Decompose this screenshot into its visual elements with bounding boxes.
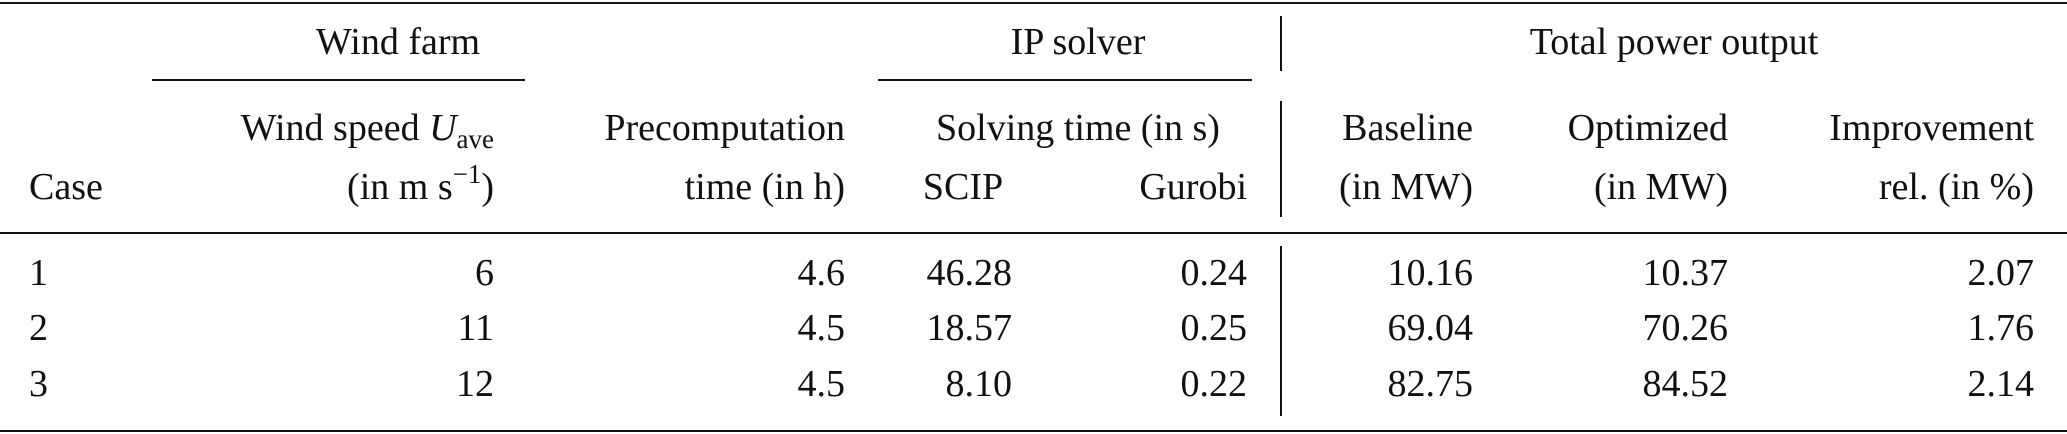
table-cell: 70.26 [1643,307,1729,349]
table-cell: 0.22 [1181,363,1248,405]
column-header: Precomputation [604,107,845,149]
group-header: IP solver [1011,21,1146,63]
header-superscript: −1 [453,159,482,189]
column-header: Optimized [1568,107,1728,149]
header-text: (in m s [347,166,453,208]
header-text: ) [481,166,494,208]
table-cell: 11 [457,307,494,349]
table-cell: 0.24 [1181,252,1248,294]
column-header: (in MW) [1339,166,1473,208]
header-text: Wind speed [241,107,429,149]
table-cell: 2.07 [1968,252,2035,294]
table-cell: 0.25 [1181,307,1248,349]
column-header: (in m s−1) [347,159,494,208]
header-symbol: U [429,107,459,149]
group-header: Wind farm [316,21,480,63]
table-cell: 6 [475,252,494,294]
table-cell: 4.5 [798,307,846,349]
column-header: SCIP [923,166,1003,208]
table-cell: 18.57 [927,307,1013,349]
column-header: Improvement [1829,107,2034,149]
table-cell: 2 [29,307,48,349]
table-cell: 46.28 [927,252,1013,294]
table-cell: 84.52 [1643,363,1729,405]
table-cell: 82.75 [1388,363,1474,405]
table-cell: 8.10 [946,363,1013,405]
table-cell: 1.76 [1968,307,2035,349]
column-header: Gurobi [1139,166,1247,208]
column-header: (in MW) [1594,166,1728,208]
table-cell: 10.16 [1388,252,1474,294]
column-header: Solving time (in s) [936,107,1220,149]
column-header: Case [29,166,103,208]
column-header: Wind speed Uave [241,107,494,154]
table-cell: 4.5 [798,363,846,405]
table-cell: 2.14 [1968,363,2035,405]
header-subscript: ave [457,124,494,154]
group-header: Total power output [1530,21,1819,63]
column-header: rel. (in %) [1879,166,2034,208]
table-cell: 3 [29,363,48,405]
column-header: Baseline [1342,107,1473,149]
table-cell: 1 [29,252,48,294]
table-cell: 10.37 [1643,252,1729,294]
table-cell: 12 [456,363,494,405]
table-cell: 4.6 [798,252,846,294]
column-header: time (in h) [685,166,845,208]
table-cell: 69.04 [1388,307,1474,349]
